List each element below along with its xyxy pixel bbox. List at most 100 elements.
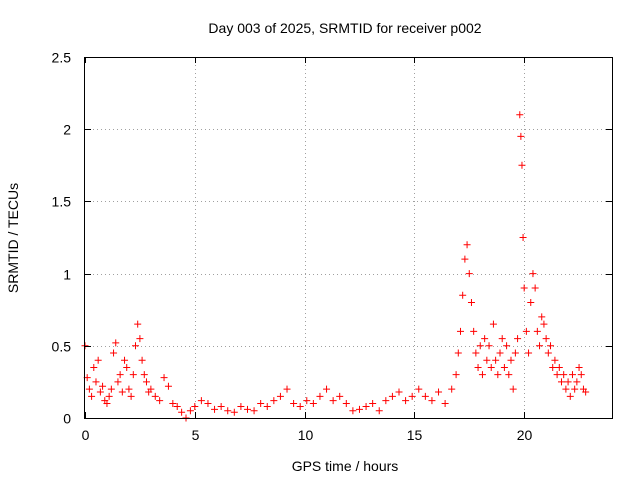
data-point <box>147 385 155 393</box>
data-point <box>571 385 579 393</box>
data-point <box>511 349 519 357</box>
data-point <box>478 371 486 379</box>
data-point <box>160 374 168 382</box>
data-point <box>562 385 570 393</box>
data-point <box>355 405 363 413</box>
x-tick-label: 10 <box>298 427 314 443</box>
data-point <box>555 363 563 371</box>
data-point <box>263 402 271 410</box>
data-point <box>519 234 527 241</box>
data-point <box>467 298 475 306</box>
data-point <box>461 255 469 263</box>
data-point <box>134 320 142 328</box>
data-point <box>415 385 423 393</box>
data-point <box>459 291 467 299</box>
data-point <box>492 356 500 364</box>
data-point <box>395 388 403 396</box>
data-point <box>290 400 298 408</box>
axis-ticks <box>85 57 612 419</box>
data-point <box>283 385 291 393</box>
data-point <box>520 284 528 292</box>
data-point <box>316 392 324 400</box>
data-point <box>540 320 548 328</box>
data-point <box>105 392 113 400</box>
data-point <box>173 402 181 410</box>
data-point <box>470 327 478 335</box>
data-point <box>132 342 140 350</box>
data-point <box>463 241 471 249</box>
chart-title: Day 003 of 2025, SRMTID for receiver p00… <box>208 20 481 36</box>
data-point <box>408 392 416 400</box>
data-point <box>156 397 164 405</box>
y-tick-label: 1.5 <box>52 194 72 210</box>
data-point <box>485 342 493 350</box>
y-axis-label: SRMTID / TECUs <box>5 183 21 293</box>
data-point <box>560 371 568 379</box>
data-point <box>112 339 120 347</box>
data-point <box>505 371 513 379</box>
data-point <box>452 371 460 379</box>
y-tick-label: 0 <box>63 411 71 427</box>
data-point <box>336 392 344 400</box>
data-point <box>375 407 383 415</box>
data-point <box>121 356 129 364</box>
data-point <box>178 408 186 416</box>
data-point <box>489 320 497 328</box>
y-tick-label: 0.5 <box>52 339 72 355</box>
data-point <box>107 385 115 393</box>
data-point <box>103 400 111 408</box>
data-point <box>421 392 429 400</box>
data-point <box>522 327 530 335</box>
data-point <box>118 388 126 396</box>
data-point <box>342 400 350 408</box>
data-point <box>472 349 480 357</box>
data-point <box>151 392 159 400</box>
data-point <box>211 405 219 413</box>
data-point <box>382 397 390 405</box>
data-point <box>577 371 585 379</box>
data-point <box>582 388 590 396</box>
data-point <box>544 349 552 357</box>
data-point <box>217 402 225 410</box>
data-point <box>191 402 199 410</box>
data-point <box>138 356 146 364</box>
data-point <box>456 327 464 335</box>
data-point <box>564 378 572 386</box>
data-point <box>476 342 484 350</box>
data-point <box>142 378 150 386</box>
data-point <box>435 388 443 396</box>
data-point <box>527 298 535 306</box>
data-point <box>536 342 544 350</box>
data-point <box>88 392 96 400</box>
data-point <box>230 408 238 416</box>
data-point <box>296 402 304 410</box>
data-point <box>349 407 357 415</box>
data-point <box>127 392 135 400</box>
data-point <box>250 407 258 415</box>
y-tick-label: 2 <box>63 122 71 138</box>
x-tick-label: 0 <box>82 427 90 443</box>
data-point <box>525 349 533 357</box>
data-point <box>276 392 284 400</box>
data-point <box>197 397 205 405</box>
data-point <box>529 270 537 278</box>
data-point <box>402 397 410 405</box>
data-point <box>498 335 506 343</box>
data-point <box>123 363 131 371</box>
data-point <box>573 378 581 386</box>
data-point <box>514 335 522 343</box>
data-point <box>204 400 212 408</box>
data-point <box>237 402 245 410</box>
data-point <box>257 400 265 408</box>
data-point <box>503 342 511 350</box>
data-point <box>224 407 232 415</box>
data-point <box>329 397 337 405</box>
data-point <box>507 356 515 364</box>
data-point <box>518 161 526 169</box>
data-point <box>551 356 559 364</box>
data-point <box>96 388 104 396</box>
data-point <box>454 349 462 357</box>
data-point <box>270 397 278 405</box>
data-point <box>169 400 177 408</box>
